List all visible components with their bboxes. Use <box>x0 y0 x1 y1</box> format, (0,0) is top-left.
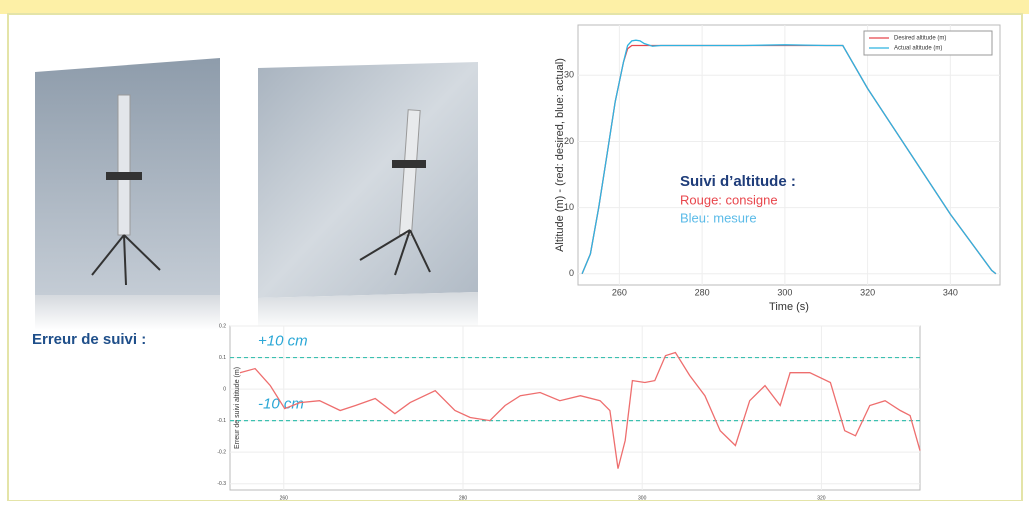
legend <box>863 30 993 56</box>
y-tick-label: 30 <box>564 70 574 80</box>
data-line <box>239 351 921 469</box>
reference-label: -10 cm <box>258 396 304 413</box>
x-tick-label: 280 <box>695 287 710 297</box>
chart-title: Erreur de suivi : <box>32 331 146 348</box>
y-tick-label: 0 <box>223 386 226 392</box>
y-tick-label: -0.3 <box>217 481 226 487</box>
y-axis-label: Altitude (m) - (red: desired, blue: actu… <box>554 58 566 252</box>
x-tick-label: 320 <box>860 287 875 297</box>
photo <box>35 58 220 330</box>
y-tick-label: 0 <box>569 268 574 278</box>
legend-label: Desired altitude (m) <box>894 36 946 42</box>
x-tick-label: 280 <box>459 495 468 501</box>
y-tick-label: 0.2 <box>219 323 226 329</box>
top-bar <box>0 0 1029 14</box>
annotation: Rouge: consigne <box>680 192 778 207</box>
x-axis-label: Time (s) <box>769 301 809 313</box>
x-tick-label: 260 <box>612 287 627 297</box>
y-tick-label: -0.2 <box>217 449 226 455</box>
x-tick-label: 300 <box>638 495 647 501</box>
x-tick-label: 340 <box>943 287 958 297</box>
annotation: Bleu: mesure <box>680 210 757 225</box>
y-tick-label: 20 <box>564 136 574 146</box>
y-tick-label: -0.1 <box>217 418 226 424</box>
y-tick-label: 10 <box>564 202 574 212</box>
data-line <box>581 39 997 275</box>
annotation: Suivi d’altitude : <box>680 173 796 190</box>
legend-label: Actual altitude (m) <box>894 46 942 52</box>
x-tick-label: 260 <box>280 495 289 501</box>
plot-area <box>577 24 1001 286</box>
photo <box>258 62 478 330</box>
y-axis-label: Erreur de suivi altitude (m) <box>234 367 241 449</box>
y-tick-label: 0.1 <box>219 355 226 361</box>
reference-label: +10 cm <box>258 333 308 350</box>
plot-area <box>229 325 921 491</box>
x-tick-label: 320 <box>817 495 826 501</box>
x-tick-label: 300 <box>777 287 792 297</box>
